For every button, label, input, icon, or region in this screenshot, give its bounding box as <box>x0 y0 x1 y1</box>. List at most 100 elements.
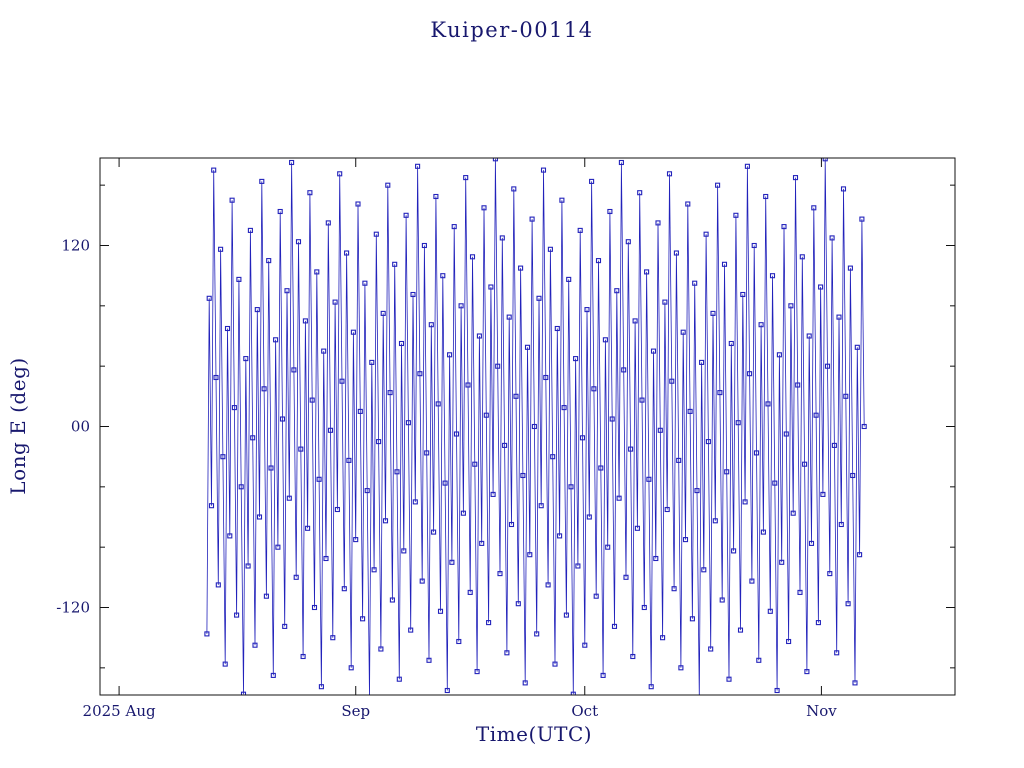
x-tick-label: Oct <box>571 702 598 720</box>
data-point-marker <box>712 518 718 524</box>
data-point-marker <box>300 653 306 660</box>
data-point-marker <box>515 601 521 607</box>
data-point-marker <box>854 344 860 350</box>
data-point-marker <box>458 303 464 309</box>
data-point-marker <box>479 540 485 546</box>
data-point-marker <box>360 616 366 622</box>
data-point-marker <box>628 446 634 452</box>
data-point-marker <box>582 642 588 648</box>
data-point-marker <box>387 390 393 396</box>
data-point-marker <box>408 627 414 633</box>
data-point-marker <box>229 197 235 203</box>
data-point-marker <box>350 329 356 335</box>
data-point-marker <box>465 382 471 388</box>
data-point-marker <box>724 469 730 475</box>
data-point-marker <box>566 276 572 282</box>
data-point-marker <box>220 454 226 460</box>
data-point-marker <box>394 469 400 475</box>
data-point-marker <box>270 672 276 678</box>
data-point-marker <box>245 563 251 569</box>
data-point-marker <box>431 529 437 535</box>
data-point-marker <box>339 378 345 384</box>
data-point-marker <box>538 503 544 509</box>
data-point-marker <box>250 435 256 441</box>
data-point-marker <box>737 627 744 633</box>
data-point-marker <box>449 559 455 565</box>
data-point-marker <box>662 299 668 305</box>
data-point-marker <box>332 299 338 305</box>
data-point-marker <box>715 182 721 188</box>
x-tick-label: Sep <box>341 702 370 720</box>
data-point-marker <box>376 439 382 445</box>
data-point-marker <box>469 254 476 260</box>
data-point-marker <box>490 491 496 497</box>
data-point-marker <box>840 186 847 192</box>
data-point-marker <box>600 672 606 678</box>
data-point-marker <box>291 367 297 373</box>
data-point-marker <box>568 484 574 490</box>
data-point-marker <box>227 533 233 539</box>
data-point-marker <box>831 442 837 448</box>
data-point-marker <box>286 495 292 501</box>
x-tick-label: 2025 Aug <box>83 702 156 720</box>
data-point-marker <box>747 371 753 377</box>
data-point-marker <box>442 480 448 486</box>
data-point-marker <box>726 676 732 682</box>
data-point-marker <box>742 499 748 505</box>
data-point-marker <box>371 567 377 573</box>
data-point-marker <box>694 488 700 494</box>
data-point-marker <box>353 537 359 543</box>
data-point-marker <box>575 563 581 569</box>
data-point-marker <box>618 159 624 166</box>
data-point-marker <box>820 491 826 497</box>
data-point-marker <box>795 382 801 388</box>
data-point-marker <box>623 574 629 580</box>
data-point-marker <box>224 325 231 332</box>
data-point-marker <box>657 427 663 433</box>
data-point-marker <box>790 510 796 516</box>
data-point-marker <box>774 687 780 694</box>
data-point-marker <box>506 314 512 320</box>
data-point-marker <box>765 401 771 407</box>
data-point-marker <box>621 367 627 373</box>
tick-labels: 2025 Aug Sep Oct Nov 120 00 -120 <box>56 236 837 720</box>
data-point-marker <box>247 227 253 233</box>
data-point-marker <box>824 363 831 369</box>
data-point-marker <box>314 269 320 275</box>
data-point-marker <box>273 337 279 343</box>
data-point-marker <box>719 597 725 603</box>
data-point-marker <box>380 310 386 316</box>
data-point-marker <box>605 544 611 550</box>
data-point-marker <box>495 363 501 369</box>
data-point-marker <box>307 190 313 196</box>
series-line <box>206 158 865 695</box>
data-point-marker <box>570 691 576 695</box>
data-point-marker <box>481 205 487 211</box>
data-point-marker <box>348 665 354 671</box>
data-point-marker <box>660 635 666 641</box>
data-point-marker <box>680 329 686 335</box>
chart-title: Kuiper-00114 <box>430 18 594 42</box>
data-point-marker <box>215 582 221 588</box>
data-point-marker <box>240 691 247 695</box>
data-point-marker <box>293 574 299 580</box>
data-point-marker <box>520 472 526 479</box>
data-point-marker <box>266 258 272 264</box>
y-tick-label: 120 <box>61 236 90 254</box>
data-point-marker <box>749 578 755 584</box>
data-point-marker <box>412 499 418 505</box>
data-point-marker <box>206 295 212 301</box>
data-point-marker <box>488 284 494 290</box>
data-point-marker <box>364 488 370 494</box>
data-point-marker <box>792 175 799 181</box>
data-point-marker <box>584 307 590 313</box>
data-point-marker <box>735 420 741 426</box>
data-point-marker <box>838 521 844 528</box>
data-point-marker <box>813 412 819 418</box>
data-point-marker <box>728 340 734 347</box>
data-point-marker <box>799 254 805 260</box>
data-point-marker <box>611 623 618 629</box>
data-point-marker <box>259 178 265 184</box>
data-point-marker <box>781 224 787 230</box>
data-point-marker <box>396 676 402 682</box>
